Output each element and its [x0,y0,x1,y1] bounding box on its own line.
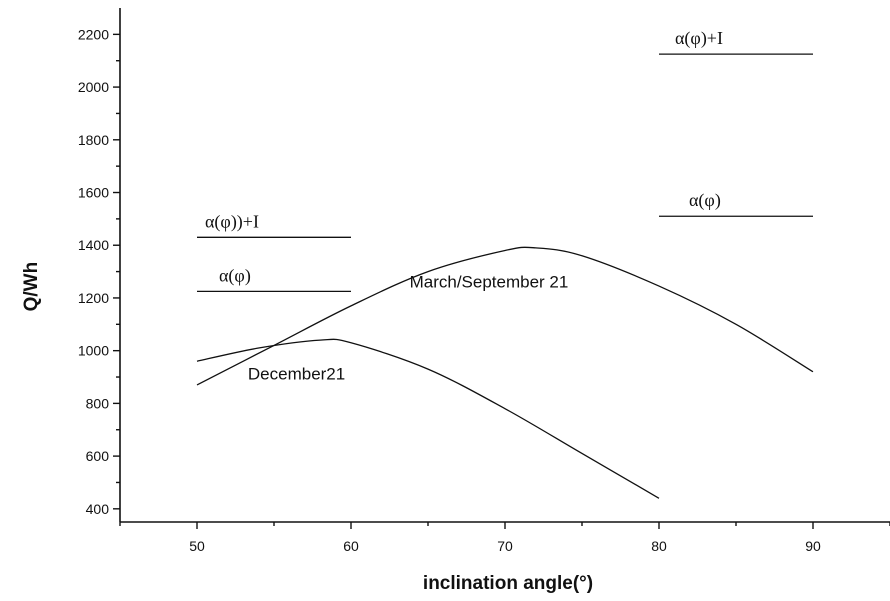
annotation-label: α(φ)+I [675,28,723,49]
series [196,246,814,499]
y-tick-label: 2000 [78,79,109,95]
y-tick-label: 2200 [78,26,109,42]
x-axis-label: inclination angle(°) [423,573,593,594]
series-label: March/September 21 [410,272,569,291]
annotation-label: α(φ) [219,265,251,286]
y-axis-label: Q/Wh [21,262,42,312]
y-tick-label: 1400 [78,237,109,253]
x-tick-label: 60 [343,538,359,554]
series-label: December21 [248,365,345,384]
y-tick-label: 1600 [78,185,109,201]
series-line [196,246,814,386]
y-tick-label: 1000 [78,343,109,359]
annotation-label: α(φ) [689,190,721,211]
y-tick-label: 600 [86,448,110,464]
ticks: 50 60 70 80 90 400 600 800 1000 1200 1400 1600 1800 2… [78,26,890,554]
x-tick-label: 80 [651,538,667,554]
annotation-label: α(φ))+I [205,211,259,232]
series-line [196,338,660,499]
series-labels: March/September 21 December21 [248,272,568,383]
y-tick-label: 1200 [78,290,109,306]
y-tick-label: 800 [86,395,110,411]
annotations: α(φ))+I α(φ) α(φ)+I α(φ) [197,28,813,293]
x-tick-label: 90 [805,538,821,554]
x-tick-label: 70 [497,538,513,554]
y-tick-label: 1800 [78,132,109,148]
x-tick-label: 50 [189,538,205,554]
y-tick-label: 400 [86,501,110,517]
